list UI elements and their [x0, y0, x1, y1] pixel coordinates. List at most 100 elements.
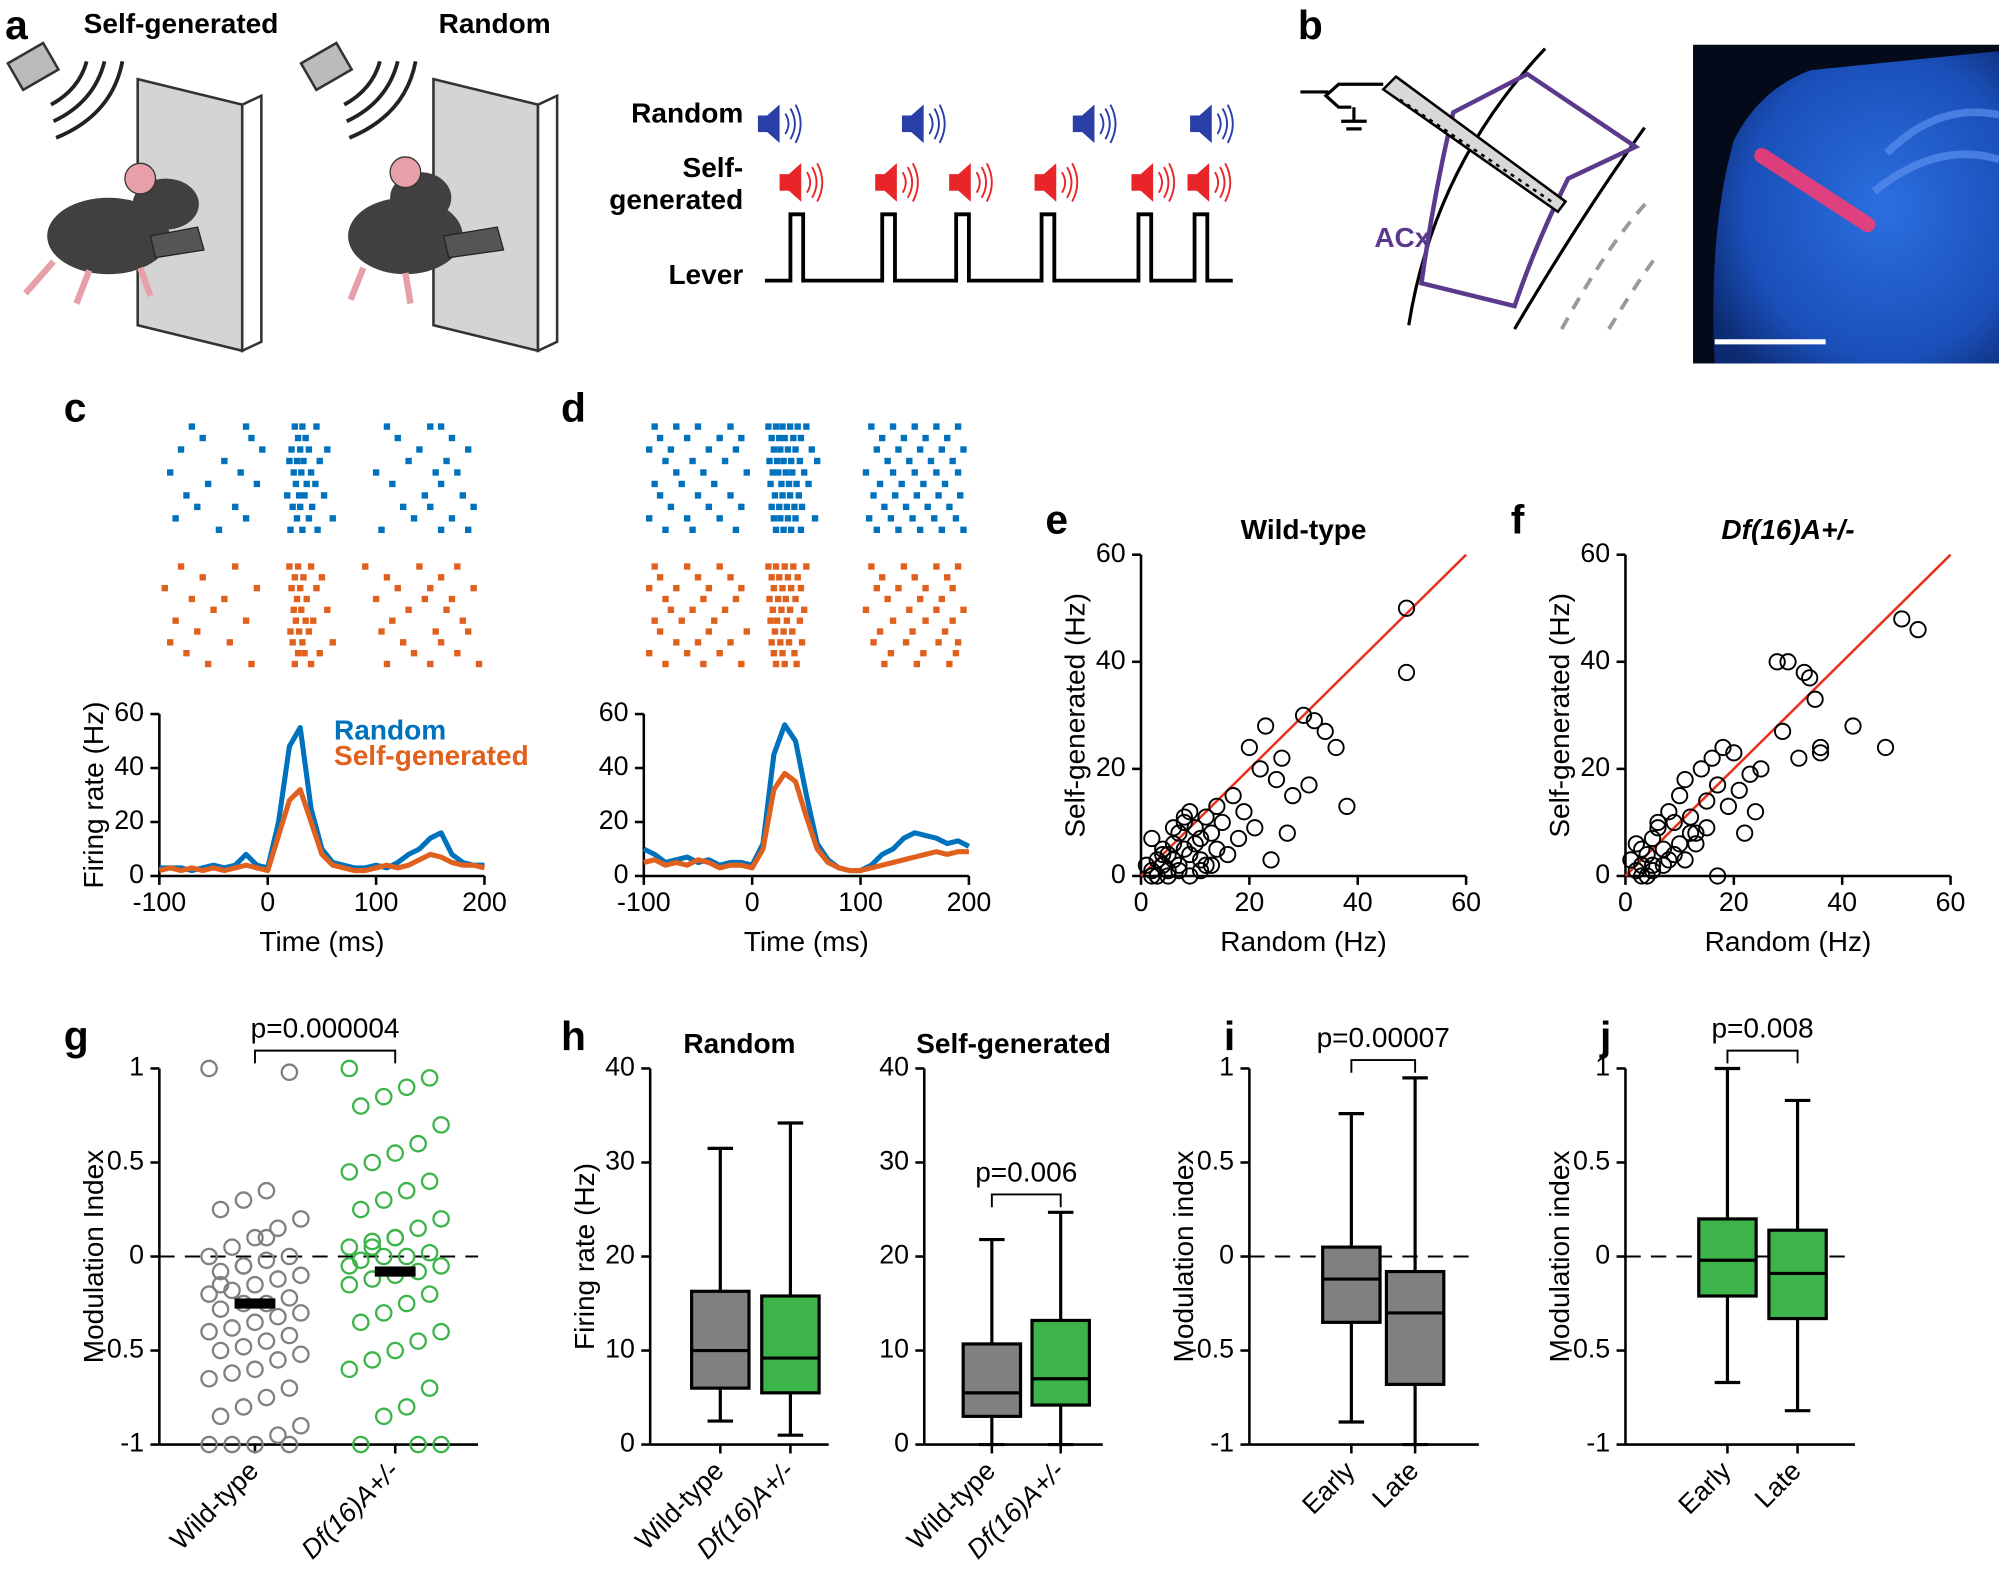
- spike: [210, 606, 217, 614]
- spike: [946, 503, 953, 511]
- spike: [768, 639, 775, 646]
- random-speakers: [757, 103, 1234, 144]
- y-tick-label: 1: [1219, 1052, 1234, 1082]
- spike: [787, 584, 795, 592]
- point: [1638, 845, 1656, 864]
- spike: [862, 606, 870, 614]
- identity-line: [1140, 553, 1467, 877]
- spike: [307, 660, 315, 668]
- point: [269, 1270, 287, 1288]
- spike: [318, 574, 326, 581]
- spike: [954, 639, 962, 646]
- spike: [700, 660, 707, 668]
- panel-label: b: [1298, 2, 1323, 48]
- point: [1327, 738, 1345, 757]
- point: [292, 1210, 310, 1228]
- y-tick-label: 0.5: [107, 1146, 144, 1176]
- y-tick-label: 0.5: [1573, 1146, 1610, 1176]
- point: [374, 1407, 393, 1426]
- spike: [935, 639, 942, 646]
- panel-label: a: [5, 2, 28, 48]
- spike: [226, 639, 233, 646]
- x-tick-label: 0: [1618, 887, 1633, 917]
- spike: [299, 423, 306, 430]
- illustration-self: [6, 41, 263, 353]
- spike: [294, 563, 302, 570]
- point: [1746, 803, 1765, 821]
- point: [1181, 845, 1199, 864]
- spike: [678, 617, 685, 624]
- spike: [459, 492, 466, 499]
- y-tick-label: 60: [1096, 538, 1126, 568]
- spike: [259, 446, 266, 453]
- y-axis-label: Firing rate (Hz): [78, 702, 109, 889]
- spike: [887, 515, 895, 522]
- spike: [792, 515, 799, 522]
- point: [1175, 840, 1193, 858]
- spike: [895, 446, 902, 453]
- spike: [167, 469, 174, 476]
- spike: [920, 649, 927, 657]
- x-axis-label: Time (ms): [744, 926, 869, 957]
- point: [200, 1247, 218, 1266]
- spike: [768, 503, 775, 511]
- spike: [743, 469, 750, 476]
- spike: [766, 595, 773, 603]
- panel-label: f: [1511, 497, 1525, 543]
- spike: [780, 526, 787, 534]
- spike: [689, 606, 696, 614]
- spike: [662, 457, 669, 465]
- chart-title: Self-generated: [916, 1028, 1111, 1059]
- y-axis-label: Modulation index: [1168, 1151, 1199, 1363]
- spike: [465, 628, 472, 635]
- spike: [803, 563, 810, 570]
- condition-label: Self-generated: [84, 8, 279, 39]
- spike: [301, 649, 308, 657]
- spike: [866, 515, 873, 522]
- spike: [248, 434, 255, 442]
- point: [1687, 835, 1705, 853]
- spike: [797, 584, 805, 592]
- spike: [933, 423, 940, 430]
- spike: [767, 480, 774, 488]
- spike: [389, 617, 396, 624]
- spike: [295, 492, 303, 499]
- spike: [329, 639, 336, 646]
- y-tick-label: 0: [129, 1240, 144, 1270]
- point: [223, 1319, 241, 1337]
- panel-label: i: [1224, 1013, 1235, 1059]
- spike: [711, 617, 718, 624]
- spike: [727, 492, 734, 499]
- spike: [188, 595, 196, 603]
- y-tick-label: 40: [605, 1052, 635, 1082]
- spike: [448, 515, 456, 522]
- point: [432, 1116, 450, 1134]
- point: [1876, 738, 1895, 757]
- spike: [792, 446, 799, 453]
- spike: [909, 515, 916, 522]
- spike: [960, 446, 967, 453]
- point: [1708, 867, 1727, 885]
- spike: [783, 617, 791, 624]
- spike: [253, 480, 261, 488]
- spike: [796, 457, 804, 465]
- point: [200, 1285, 218, 1303]
- point: [397, 1398, 416, 1416]
- spike: [786, 423, 794, 430]
- spike: [796, 617, 804, 624]
- point: [409, 1219, 427, 1238]
- point: [280, 1063, 299, 1082]
- point: [1213, 813, 1231, 832]
- point: [200, 1059, 218, 1078]
- spike: [291, 660, 299, 668]
- spike: [459, 617, 466, 624]
- x-tick-label: 60: [1451, 887, 1481, 917]
- point: [200, 1435, 218, 1454]
- spike: [790, 563, 797, 570]
- point: [280, 1247, 299, 1266]
- spike: [421, 595, 429, 603]
- spike: [784, 515, 792, 522]
- chart-title: Df(16)A+/-: [1721, 514, 1854, 545]
- spike: [427, 660, 434, 668]
- spike: [705, 584, 713, 592]
